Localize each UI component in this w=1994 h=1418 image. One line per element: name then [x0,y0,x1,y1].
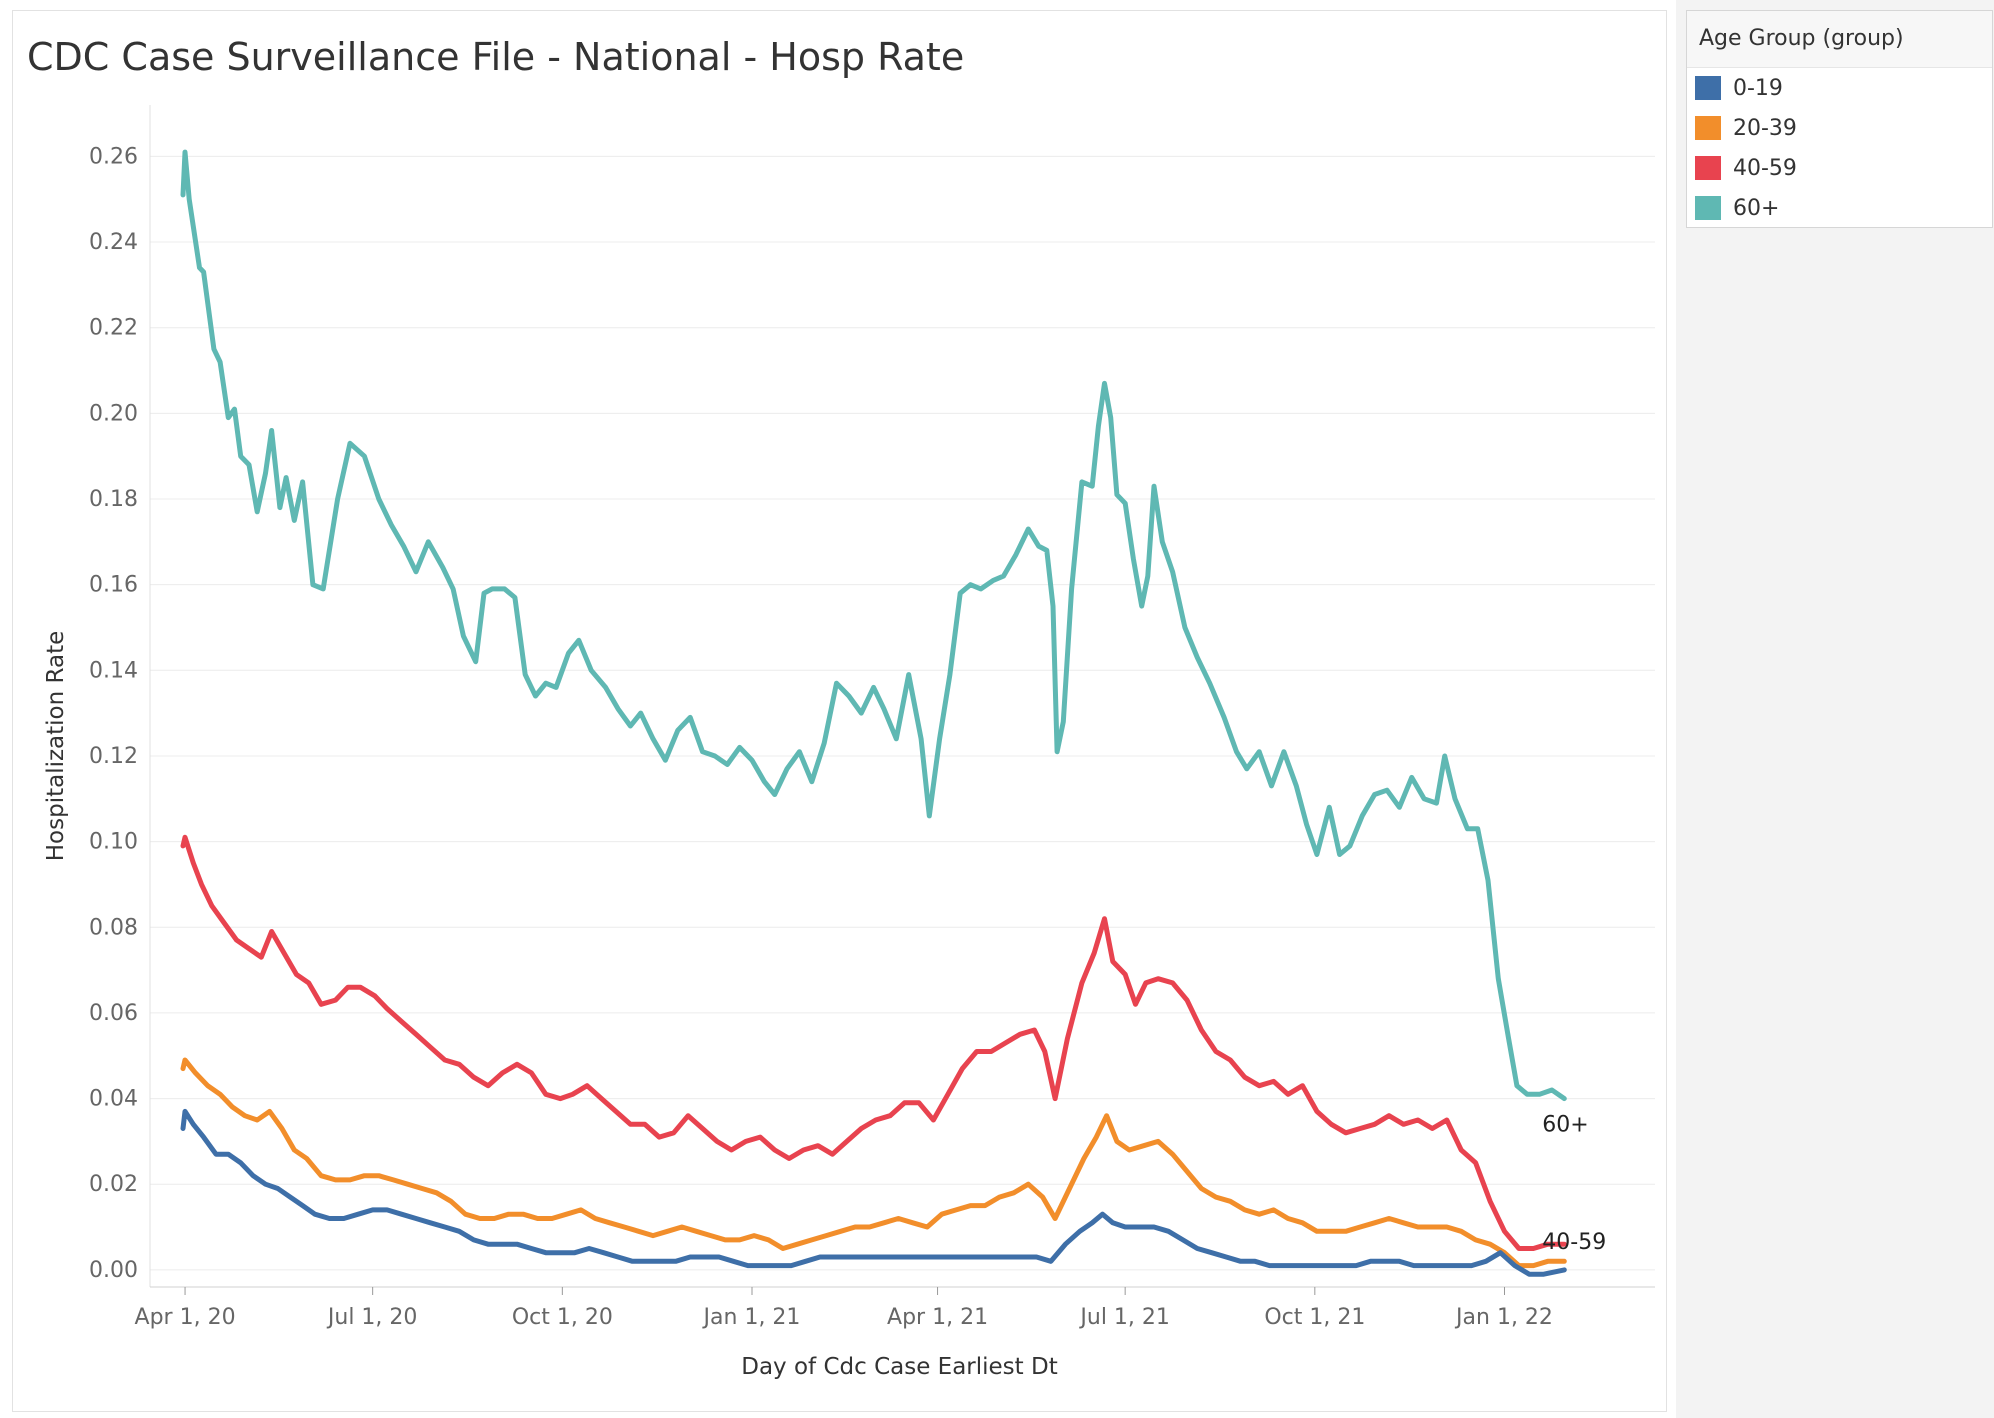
chart-title: CDC Case Surveillance File - National - … [27,35,965,79]
series-line-20-39 [180,1057,1567,1269]
series-line-60-plus [180,149,1567,1102]
y-tick-label: 0.02 [89,1172,138,1197]
legend-label: 60+ [1733,195,1780,221]
legend-sidebar-background [1676,0,1994,1418]
y-tick-label: 0.26 [89,144,138,169]
x-tick-label: Oct 1, 20 [512,1305,613,1330]
legend: Age Group (group) 0-19 20-39 40-59 60+ [1686,10,1993,228]
chart-panel: CDC Case Surveillance File - National - … [12,10,1667,1412]
legend-swatch [1695,196,1721,220]
legend-item-60-plus[interactable]: 60+ [1687,188,1992,228]
legend-title: Age Group (group) [1687,11,1992,68]
series-end-label: 40-59 [1542,1230,1606,1255]
legend-item-40-59[interactable]: 40-59 [1687,148,1992,188]
x-tick-label: Jul 1, 20 [326,1305,418,1330]
y-tick-label: 0.00 [89,1258,138,1283]
y-tick-label: 0.24 [89,230,138,255]
y-tick-label: 0.18 [89,487,138,512]
y-tick-label: 0.16 [89,573,138,598]
series-line-40-59 [180,834,1567,1251]
y-axis-title: Hospitalization Rate [43,631,69,862]
series-end-label: 60+ [1542,1113,1588,1138]
y-tick-label: 0.10 [89,830,138,855]
legend-item-0-19[interactable]: 0-19 [1687,68,1992,108]
y-tick-label: 0.12 [89,744,138,769]
legend-swatch [1695,156,1721,180]
x-axis-title: Day of Cdc Case Earliest Dt [741,1354,1057,1380]
y-tick-label: 0.08 [89,915,138,940]
legend-item-20-39[interactable]: 20-39 [1687,108,1992,148]
line-chart: 0.00 0.02 0.04 0.06 0.08 0.10 0.12 0.14 0.16 0.18… [43,105,1655,1380]
x-tick-label: Apr 1, 21 [887,1305,988,1330]
legend-label: 20-39 [1733,115,1797,141]
y-tick-label: 0.22 [89,316,138,341]
x-tick-label: Jul 1, 21 [1078,1305,1170,1330]
x-tick-label: Oct 1, 21 [1264,1305,1365,1330]
legend-swatch [1695,76,1721,100]
x-tick-label: Jan 1, 21 [702,1305,801,1330]
x-tick-label: Jan 1, 22 [1454,1305,1553,1330]
y-tick-label: 0.06 [89,1001,138,1026]
y-tick-label: 0.20 [89,401,138,426]
series-line-0-19 [180,1108,1567,1277]
y-tick-label: 0.14 [89,658,138,683]
legend-label: 0-19 [1733,75,1783,101]
legend-swatch [1695,116,1721,140]
x-tick-label: Apr 1, 20 [135,1305,236,1330]
legend-label: 40-59 [1733,155,1797,181]
y-tick-label: 0.04 [89,1087,138,1112]
